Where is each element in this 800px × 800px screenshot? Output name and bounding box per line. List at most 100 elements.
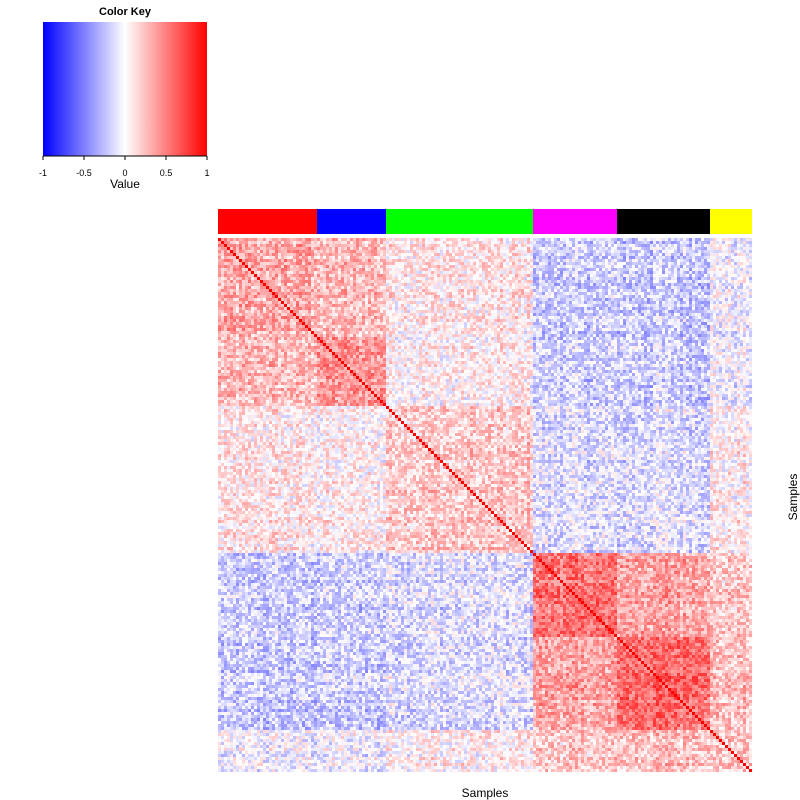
heatmap-cell xyxy=(434,286,437,289)
heatmap-cell xyxy=(371,289,374,292)
heatmap-cell xyxy=(686,286,689,289)
heatmap-cell xyxy=(416,283,419,286)
heatmap-cell xyxy=(620,307,623,310)
heatmap-cell xyxy=(707,262,710,265)
heatmap-cell xyxy=(662,316,665,319)
heatmap-cell xyxy=(647,304,650,307)
heatmap-cell xyxy=(218,250,221,253)
heatmap-cell xyxy=(422,292,425,295)
heatmap-cell xyxy=(311,259,314,262)
heatmap-cell xyxy=(506,265,509,268)
heatmap-cell xyxy=(689,241,692,244)
heatmap-cell xyxy=(608,298,611,301)
heatmap-cell xyxy=(230,313,233,316)
heatmap-cell xyxy=(455,310,458,313)
heatmap-cell xyxy=(728,286,731,289)
heatmap-cell xyxy=(611,241,614,244)
heatmap-cell xyxy=(386,313,389,316)
heatmap-cell xyxy=(266,301,269,304)
heatmap-cell xyxy=(587,304,590,307)
heatmap-cell xyxy=(512,319,515,322)
heatmap-cell xyxy=(461,244,464,247)
heatmap-cell xyxy=(539,280,542,283)
heatmap-cell xyxy=(506,298,509,301)
heatmap-cell xyxy=(734,298,737,301)
heatmap-cell xyxy=(329,247,332,250)
heatmap-cell xyxy=(470,307,473,310)
heatmap-cell xyxy=(296,256,299,259)
heatmap-cell xyxy=(605,274,608,277)
heatmap-cell xyxy=(569,244,572,247)
heatmap-cell xyxy=(470,319,473,322)
heatmap-cell xyxy=(596,274,599,277)
heatmap-cell xyxy=(569,280,572,283)
heatmap-cell xyxy=(293,274,296,277)
heatmap-cell xyxy=(446,244,449,247)
heatmap-cell xyxy=(398,313,401,316)
heatmap-cell xyxy=(545,280,548,283)
heatmap-cell xyxy=(632,289,635,292)
heatmap-cell xyxy=(737,313,740,316)
heatmap-cell xyxy=(377,304,380,307)
heatmap-cell xyxy=(314,307,317,310)
heatmap-cell xyxy=(557,247,560,250)
heatmap-cell xyxy=(635,250,638,253)
heatmap-cell xyxy=(326,241,329,244)
heatmap-cell xyxy=(251,301,254,304)
heatmap-cell xyxy=(395,304,398,307)
heatmap-cell xyxy=(461,316,464,319)
heatmap-cell xyxy=(323,307,326,310)
heatmap-cell xyxy=(536,307,539,310)
heatmap-cell xyxy=(272,286,275,289)
heatmap-cell xyxy=(317,250,320,253)
heatmap-cell xyxy=(599,283,602,286)
heatmap-cell xyxy=(542,253,545,256)
heatmap-cell xyxy=(401,238,404,241)
heatmap-cell xyxy=(245,307,248,310)
heatmap-cell xyxy=(635,277,638,280)
heatmap-cell xyxy=(299,286,302,289)
heatmap-cell xyxy=(380,247,383,250)
heatmap-cell xyxy=(371,262,374,265)
heatmap-cell xyxy=(605,268,608,271)
heatmap-cell xyxy=(260,319,263,322)
heatmap-cell xyxy=(269,277,272,280)
heatmap-cell xyxy=(437,313,440,316)
heatmap-cell xyxy=(269,244,272,247)
heatmap-cell xyxy=(452,262,455,265)
heatmap-cell xyxy=(575,274,578,277)
heatmap-cell xyxy=(275,310,278,313)
heatmap-cell xyxy=(281,316,284,319)
heatmap-cell xyxy=(437,301,440,304)
heatmap-cell xyxy=(398,247,401,250)
heatmap-cell xyxy=(506,307,509,310)
heatmap-cell xyxy=(713,289,716,292)
heatmap-cell xyxy=(404,253,407,256)
heatmap-cell xyxy=(356,241,359,244)
heatmap-cell xyxy=(245,274,248,277)
heatmap-cell xyxy=(332,286,335,289)
heatmap-cell xyxy=(224,316,227,319)
heatmap-cell xyxy=(227,283,230,286)
heatmap-cell xyxy=(707,268,710,271)
heatmap-cell xyxy=(434,280,437,283)
heatmap-cell xyxy=(599,244,602,247)
heatmap-cell xyxy=(431,292,434,295)
heatmap-cell xyxy=(278,283,281,286)
heatmap-cell xyxy=(467,250,470,253)
heatmap-cell xyxy=(572,301,575,304)
heatmap-cell xyxy=(599,241,602,244)
heatmap-cell xyxy=(518,292,521,295)
heatmap-cell xyxy=(356,238,359,241)
heatmap-cell xyxy=(353,250,356,253)
heatmap-cell xyxy=(428,298,431,301)
heatmap-cell xyxy=(308,238,311,241)
heatmap-cell xyxy=(692,310,695,313)
heatmap-cell xyxy=(731,268,734,271)
heatmap-cell xyxy=(365,298,368,301)
heatmap-cell xyxy=(470,289,473,292)
heatmap-cell xyxy=(680,304,683,307)
heatmap-cell xyxy=(341,307,344,310)
heatmap-cell xyxy=(449,271,452,274)
heatmap-cell xyxy=(455,295,458,298)
